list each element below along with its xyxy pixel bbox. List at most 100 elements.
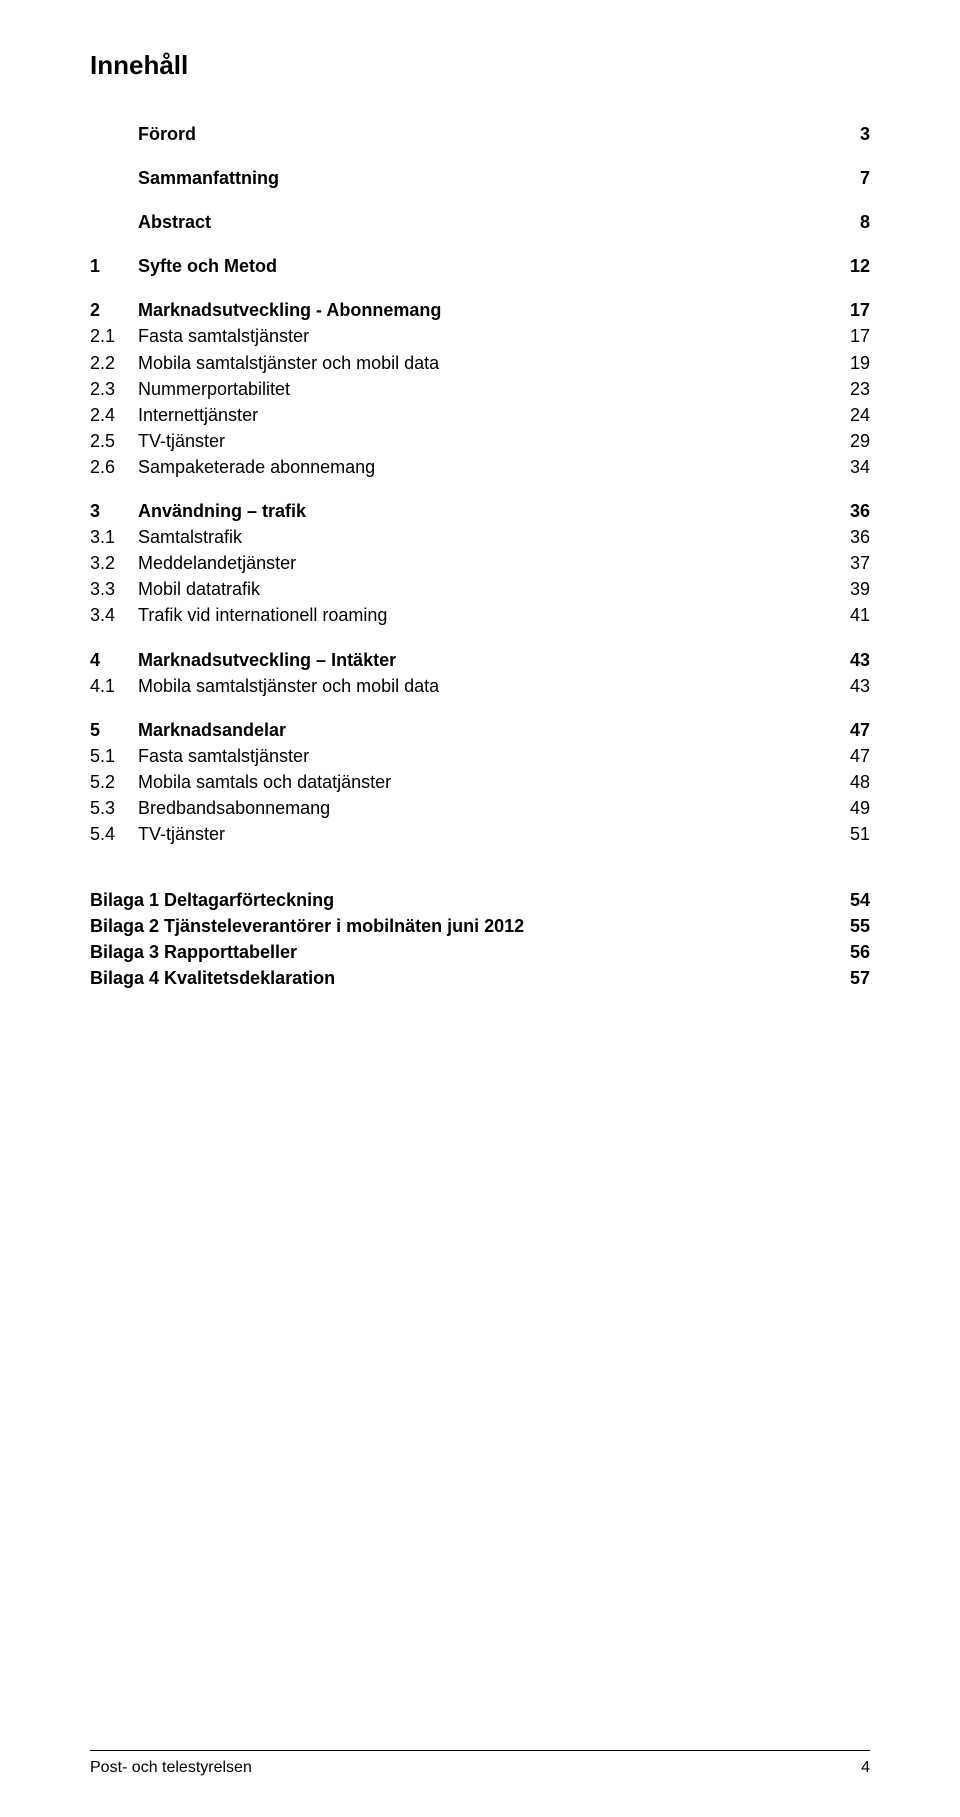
toc-entry-page: 17 <box>830 323 870 349</box>
toc-entry-left: 5.2Mobila samtals och datatjänster <box>90 769 391 795</box>
appendix-entry-label: Bilaga 1 Deltagarförteckning <box>90 887 334 913</box>
toc-gap <box>90 235 870 253</box>
toc-entry-page: 24 <box>830 402 870 428</box>
toc-entry-sub: 2.1Fasta samtalstjänster 17 <box>90 323 870 349</box>
toc-entry-left: 2.5TV-tjänster <box>90 428 225 454</box>
toc-entry-label: Marknadsutveckling - Abonnemang <box>138 297 441 323</box>
toc-entry-sub: 5.4TV-tjänster 51 <box>90 821 870 847</box>
toc-entry-number: 2.3 <box>90 376 138 402</box>
appendix-entry: Bilaga 2 Tjänsteleverantörer i mobilnäte… <box>90 913 870 939</box>
toc-entry-page: 41 <box>830 602 870 628</box>
toc-entry-main: 5Marknadsandelar47 <box>90 717 870 743</box>
toc-entry-number: 3.2 <box>90 550 138 576</box>
toc-entry-page: 34 <box>830 454 870 480</box>
appendix-entry-page: 54 <box>830 887 870 913</box>
toc-entry-page: 7 <box>830 165 870 191</box>
toc-entry-main: 3Användning – trafik 36 <box>90 498 870 524</box>
footer-page-number: 4 <box>861 1759 870 1777</box>
toc-entry-sub: 2.3Nummerportabilitet 23 <box>90 376 870 402</box>
appendix-entry: Bilaga 3 Rapporttabeller56 <box>90 939 870 965</box>
toc-entry-page: 43 <box>830 647 870 673</box>
toc-entry-page: 3 <box>830 121 870 147</box>
toc-entry-label: Sammanfattning <box>138 165 279 191</box>
toc-entry-number: 3.1 <box>90 524 138 550</box>
toc-entry-sub: 5.3Bredbandsabonnemang49 <box>90 795 870 821</box>
toc-entry-sub: 3.3Mobil datatrafik39 <box>90 576 870 602</box>
footer-left: Post- och telestyrelsen <box>90 1759 252 1777</box>
page-footer: Post- och telestyrelsen 4 <box>90 1750 870 1777</box>
toc-entry-left: 2.2Mobila samtalstjänster och mobil data <box>90 350 439 376</box>
toc-entry-number: 5.1 <box>90 743 138 769</box>
toc-entry-main: Sammanfattning 7 <box>90 165 870 191</box>
toc-entry-number: 2.1 <box>90 323 138 349</box>
toc-entry-label: Internettjänster <box>138 402 258 428</box>
toc-entry-number: 2.4 <box>90 402 138 428</box>
toc-entry-number: 2.2 <box>90 350 138 376</box>
toc-entry-number: 2.5 <box>90 428 138 454</box>
toc-entry-sub: 5.1Fasta samtalstjänster 47 <box>90 743 870 769</box>
toc-entry-sub: 5.2Mobila samtals och datatjänster48 <box>90 769 870 795</box>
toc-entry-sub: 2.5TV-tjänster29 <box>90 428 870 454</box>
toc-entry-left: Abstract <box>90 209 211 235</box>
toc-entry-label: Sampaketerade abonnemang <box>138 454 375 480</box>
toc-entry-main: Abstract8 <box>90 209 870 235</box>
toc-entry-left: 2.4Internettjänster <box>90 402 258 428</box>
appendix-list: Bilaga 1 Deltagarförteckning 54 Bilaga 2 T… <box>90 887 870 991</box>
toc-entry-left: 5.3Bredbandsabonnemang <box>90 795 330 821</box>
toc-entry-left: 5Marknadsandelar <box>90 717 286 743</box>
toc-entry-number: 3.4 <box>90 602 138 628</box>
toc-entry-label: Nummerportabilitet <box>138 376 290 402</box>
appendix-entry-page: 56 <box>830 939 870 965</box>
toc-entry-left: 4.1Mobila samtalstjänster och mobil data <box>90 673 439 699</box>
toc-entry-left: Sammanfattning <box>90 165 279 191</box>
table-of-contents: Förord3Sammanfattning7Abstract81Syfte oc… <box>90 121 870 847</box>
toc-entry-sub: 3.1Samtalstrafik 36 <box>90 524 870 550</box>
toc-entry-page: 12 <box>830 253 870 279</box>
toc-entry-label: Syfte och Metod <box>138 253 277 279</box>
toc-entry-page: 23 <box>830 376 870 402</box>
toc-entry-page: 37 <box>830 550 870 576</box>
toc-entry-main: 2Marknadsutveckling - Abonnemang17 <box>90 297 870 323</box>
toc-entry-label: Bredbandsabonnemang <box>138 795 330 821</box>
toc-entry-label: Fasta samtalstjänster <box>138 743 309 769</box>
toc-entry-page: 51 <box>830 821 870 847</box>
toc-entry-left: 5.4TV-tjänster <box>90 821 225 847</box>
appendix-entry: Bilaga 1 Deltagarförteckning 54 <box>90 887 870 913</box>
toc-entry-number: 1 <box>90 253 138 279</box>
toc-entry-sub: 2.4Internettjänster 24 <box>90 402 870 428</box>
toc-entry-left: 1Syfte och Metod <box>90 253 277 279</box>
toc-entry-label: Trafik vid internationell roaming <box>138 602 387 628</box>
toc-entry-sub: 4.1Mobila samtalstjänster och mobil data… <box>90 673 870 699</box>
toc-gap <box>90 699 870 717</box>
toc-entry-sub: 3.4Trafik vid internationell roaming 41 <box>90 602 870 628</box>
toc-gap <box>90 629 870 647</box>
toc-entry-left: 3.1Samtalstrafik <box>90 524 242 550</box>
toc-entry-number: 4.1 <box>90 673 138 699</box>
appendix-entry-page: 55 <box>830 913 870 939</box>
toc-gap <box>90 147 870 165</box>
toc-gap <box>90 480 870 498</box>
toc-entry-label: Fasta samtalstjänster <box>138 323 309 349</box>
toc-entry-label: Mobil datatrafik <box>138 576 260 602</box>
toc-entry-number: 5 <box>90 717 138 743</box>
toc-entry-page: 36 <box>830 498 870 524</box>
toc-entry-number: 3.3 <box>90 576 138 602</box>
toc-entry-sub: 3.2Meddelandetjänster37 <box>90 550 870 576</box>
toc-entry-main: 4Marknadsutveckling – Intäkter 43 <box>90 647 870 673</box>
toc-entry-main: 1Syfte och Metod 12 <box>90 253 870 279</box>
toc-entry-label: TV-tjänster <box>138 821 225 847</box>
toc-entry-label: Mobila samtalstjänster och mobil data <box>138 673 439 699</box>
toc-entry-label: Abstract <box>138 209 211 235</box>
appendix-entry-label: Bilaga 2 Tjänsteleverantörer i mobilnäte… <box>90 913 524 939</box>
toc-entry-left: 3Användning – trafik <box>90 498 306 524</box>
toc-entry-number: 2 <box>90 297 138 323</box>
toc-entry-page: 36 <box>830 524 870 550</box>
toc-entry-page: 47 <box>830 743 870 769</box>
toc-entry-left: 2.3Nummerportabilitet <box>90 376 290 402</box>
appendix-entry-label: Bilaga 4 Kvalitetsdeklaration <box>90 965 335 991</box>
appendix-entry-left: Bilaga 1 Deltagarförteckning <box>90 887 334 913</box>
toc-entry-left: 3.3Mobil datatrafik <box>90 576 260 602</box>
appendix-entry: Bilaga 4 Kvalitetsdeklaration57 <box>90 965 870 991</box>
toc-entry-left: 4Marknadsutveckling – Intäkter <box>90 647 396 673</box>
toc-entry-label: Marknadsandelar <box>138 717 286 743</box>
